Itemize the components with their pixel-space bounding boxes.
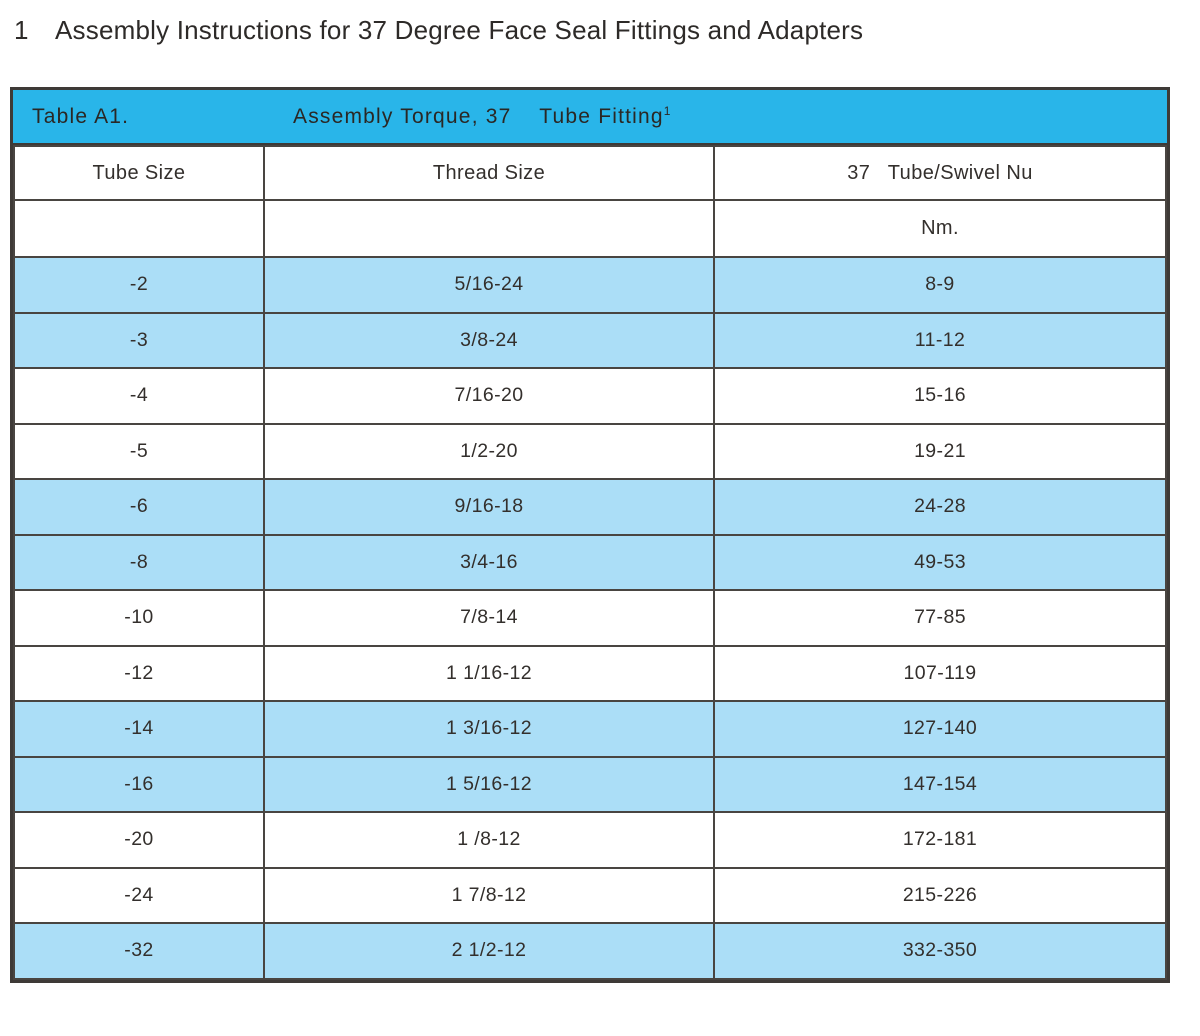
thread-size-cell: 1 1/16-12 — [263, 644, 715, 702]
table-title-footnote-marker: 1 — [663, 104, 671, 118]
table-row: -16 1 5/16-12 147-154 — [13, 755, 1167, 813]
page-title: Assembly Instructions for 37 Degree Face… — [55, 15, 864, 45]
column-header-torque: 37 Tube/Swivel Nu — [713, 145, 1167, 201]
tube-size-cell: -4 — [13, 367, 265, 425]
torque-cell: 147-154 — [713, 755, 1167, 813]
table-row: -20 1 /8-12 172-181 — [13, 811, 1167, 869]
table-row: -8 3/4-16 49-53 — [13, 533, 1167, 591]
unit-cell-empty-1 — [13, 199, 265, 258]
torque-cell: 19-21 — [713, 422, 1167, 480]
thread-size-cell: 1 /8-12 — [263, 811, 715, 869]
torque-cell: 172-181 — [713, 811, 1167, 869]
thread-size-cell: 1 3/16-12 — [263, 700, 715, 758]
table-row: -6 9/16-18 24-28 — [13, 478, 1167, 536]
tube-size-cell: -14 — [13, 700, 265, 758]
table-row: -4 7/16-20 15-16 — [13, 367, 1167, 425]
torque-cell: 77-85 — [713, 589, 1167, 647]
thread-size-cell: 1 7/8-12 — [263, 866, 715, 924]
table-title-bar: Table A1. Assembly Torque, 37 Tube Fitti… — [13, 90, 1167, 145]
torque-cell: 127-140 — [713, 700, 1167, 758]
torque-cell: 215-226 — [713, 866, 1167, 924]
section-number: 1 — [14, 15, 29, 45]
table-row: -32 2 1/2-12 332-350 — [13, 922, 1167, 980]
tube-size-cell: -5 — [13, 422, 265, 480]
unit-cell-nm: Nm. — [713, 199, 1167, 258]
thread-size-cell: 2 1/2-12 — [263, 922, 715, 980]
table-row: -10 7/8-14 77-85 — [13, 589, 1167, 647]
table-header-row: Tube Size Thread Size 37 Tube/Swivel Nu — [13, 145, 1167, 201]
column-header-thread-size: Thread Size — [263, 145, 715, 201]
thread-size-cell: 3/4-16 — [263, 533, 715, 591]
tube-size-cell: -20 — [13, 811, 265, 869]
thread-size-cell: 1 5/16-12 — [263, 755, 715, 813]
torque-cell: 49-53 — [713, 533, 1167, 591]
thread-size-cell: 9/16-18 — [263, 478, 715, 536]
thread-size-cell: 3/8-24 — [263, 311, 715, 369]
tube-size-cell: -16 — [13, 755, 265, 813]
torque-cell: 15-16 — [713, 367, 1167, 425]
section-heading: 1 Assembly Instructions for 37 Degree Fa… — [14, 15, 863, 46]
table-row: -5 1/2-20 19-21 — [13, 422, 1167, 480]
table-title-text: Assembly Torque, 37 Tube Fitting — [293, 105, 664, 128]
tube-size-cell: -3 — [13, 311, 265, 369]
assembly-torque-table: Tube Size Thread Size 37 Tube/Swivel Nu … — [13, 145, 1167, 980]
table-title: Assembly Torque, 37 Tube Fitting1 — [293, 104, 670, 129]
table-unit-row: Nm. — [13, 199, 1167, 258]
table-row: -3 3/8-24 11-12 — [13, 311, 1167, 369]
torque-cell: 8-9 — [713, 256, 1167, 314]
torque-cell: 332-350 — [713, 922, 1167, 980]
tube-size-cell: -6 — [13, 478, 265, 536]
table-row: -24 1 7/8-12 215-226 — [13, 866, 1167, 924]
torque-cell: 24-28 — [713, 478, 1167, 536]
thread-size-cell: 1/2-20 — [263, 422, 715, 480]
thread-size-cell: 7/8-14 — [263, 589, 715, 647]
table-label: Table A1. — [32, 104, 130, 128]
table-row: -2 5/16-24 8-9 — [13, 256, 1167, 314]
thread-size-cell: 7/16-20 — [263, 367, 715, 425]
table-row: -14 1 3/16-12 127-140 — [13, 700, 1167, 758]
torque-table: Table A1. Assembly Torque, 37 Tube Fitti… — [10, 87, 1170, 983]
table-row: -12 1 1/16-12 107-119 — [13, 644, 1167, 702]
tube-size-cell: -8 — [13, 533, 265, 591]
torque-cell: 107-119 — [713, 644, 1167, 702]
tube-size-cell: -32 — [13, 922, 265, 980]
unit-cell-empty-2 — [263, 199, 715, 258]
tube-size-cell: -10 — [13, 589, 265, 647]
thread-size-cell: 5/16-24 — [263, 256, 715, 314]
tube-size-cell: -24 — [13, 866, 265, 924]
column-header-tube-size: Tube Size — [13, 145, 265, 201]
tube-size-cell: -12 — [13, 644, 265, 702]
tube-size-cell: -2 — [13, 256, 265, 314]
torque-cell: 11-12 — [713, 311, 1167, 369]
